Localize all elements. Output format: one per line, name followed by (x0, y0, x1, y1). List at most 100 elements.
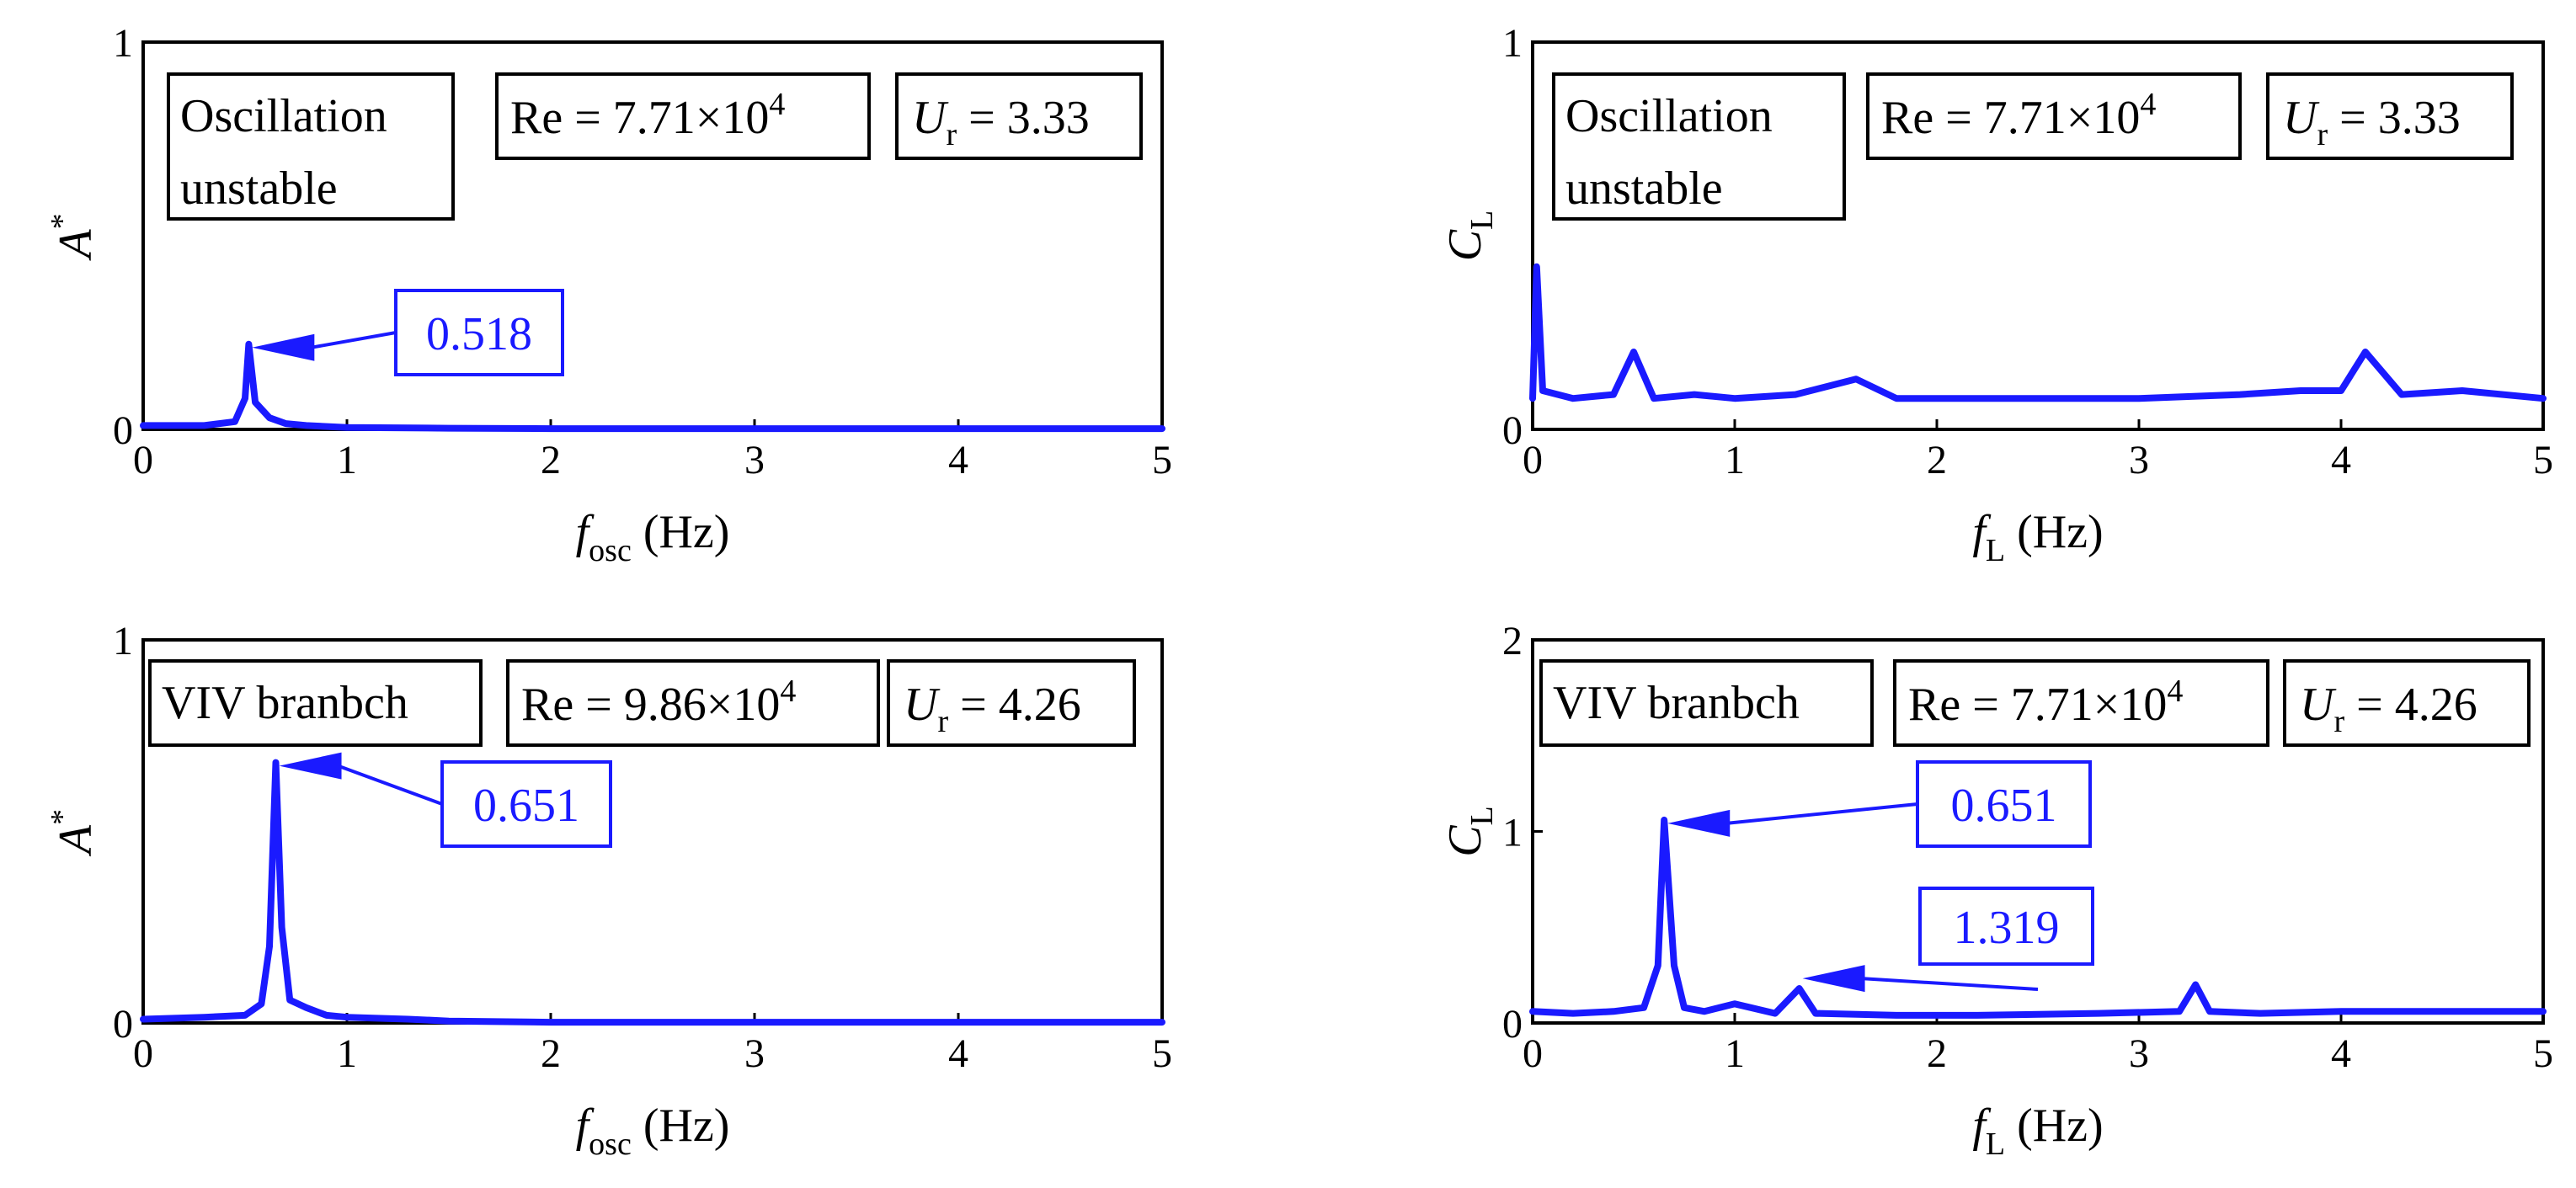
annotation-value: 0.651 (1951, 780, 2057, 832)
x-tick-label: 4 (948, 1031, 968, 1076)
series-line (1529, 263, 2547, 402)
x-tick-label: 5 (2533, 438, 2553, 482)
x-tick-label: 3 (744, 438, 765, 482)
info-box-frame (167, 72, 455, 221)
info-box-text: Oscillation (180, 90, 387, 142)
annotation-arrow-head (1802, 965, 1865, 993)
reynolds-number-text: Re = 7.71×104 (1908, 674, 2183, 731)
y-tick-label: 1 (1502, 811, 1523, 855)
reduced-velocity-text: Ur = 4.26 (2300, 679, 2477, 739)
info-box-frame (1552, 72, 1846, 221)
info-box-re: Re = 9.86×104 (506, 659, 880, 747)
x-tick-label: 0 (133, 1031, 153, 1076)
peak-annotation: 1.319 (1802, 887, 2094, 993)
info-box-ur: Ur = 3.33 (2266, 72, 2514, 160)
x-axis-label: fosc (Hz) (576, 506, 730, 568)
info-box-re: Re = 7.71×104 (495, 72, 871, 160)
y-tick-label: 1 (113, 21, 133, 66)
annotation-arrow-shaft (1726, 802, 1918, 825)
info-box-plain: VIV branbch (1539, 659, 1874, 747)
info-box-frame (2266, 72, 2514, 160)
annotation-arrow-head (252, 333, 315, 361)
reduced-velocity-text: Ur = 3.33 (2283, 92, 2461, 152)
y-tick-label: 0 (1502, 408, 1523, 453)
y-tick-label: 0 (113, 1002, 133, 1047)
plot-frame (1531, 40, 2545, 431)
x-tick-label: 1 (337, 1031, 357, 1076)
x-tick-label: 3 (2129, 438, 2149, 482)
y-axis-label: CL (1439, 210, 1500, 262)
x-tick-label: 3 (2129, 1031, 2149, 1076)
info-box-frame (1539, 659, 1874, 747)
info-box-re: Re = 7.71×104 (1893, 659, 2269, 747)
info-box-ur: Ur = 4.26 (887, 659, 1136, 747)
x-tick-label: 4 (2331, 438, 2351, 482)
info-box-re: Re = 7.71×104 (1866, 72, 2242, 160)
annotation-arrow-head (1667, 809, 1731, 837)
reduced-velocity-text: Ur = 4.26 (904, 679, 1081, 739)
info-box-text: unstable (1565, 162, 1723, 215)
y-axis-label: A* (45, 213, 102, 261)
series-line (140, 759, 1165, 1026)
y-tick-label: 1 (1502, 21, 1523, 66)
chart-panel-1: 0 1 2 3 4 5 0 1 fosc (Hz) A* Oscillation unstable Re… (45, 21, 1172, 568)
annotation-box (1916, 760, 2092, 848)
reduced-velocity-text: Ur = 3.33 (912, 92, 1090, 152)
x-axis-label: fL (Hz) (1972, 1100, 2103, 1162)
info-box-text: VIV branbch (1553, 677, 1800, 729)
annotation-arrow-head (279, 752, 342, 780)
x-axis-label: fosc (Hz) (576, 1100, 730, 1162)
info-box-frame (495, 72, 871, 160)
reynolds-number-text: Re = 9.86×104 (521, 674, 796, 731)
x-tick-label: 3 (744, 1031, 765, 1076)
annotation-box (1918, 887, 2094, 966)
x-tick-label: 4 (948, 438, 968, 482)
y-tick-label: 0 (113, 408, 133, 453)
x-tick-label: 2 (1927, 438, 1947, 482)
annotation-box (440, 760, 612, 848)
info-box-frame (148, 659, 483, 747)
info-box-plain: VIV branbch (148, 659, 483, 747)
info-box-frame (1866, 72, 2242, 160)
x-tick-label: 2 (541, 1031, 561, 1076)
annotation-value: 1.319 (1954, 902, 2060, 954)
info-box-frame (1893, 659, 2269, 747)
x-tick-label: 1 (1725, 1031, 1745, 1076)
info-box-frame (2283, 659, 2531, 747)
y-axis-label: A* (45, 809, 102, 857)
annotation-value: 0.518 (426, 308, 532, 360)
info-box-frame (506, 659, 880, 747)
y-tick-label: 0 (1502, 1002, 1523, 1047)
x-tick-label: 0 (133, 438, 153, 482)
info-box-text: Oscillation (1565, 90, 1773, 142)
peak-annotation: 0.651 (1667, 760, 2092, 848)
info-box-text: unstable (180, 162, 338, 215)
info-box-frame (887, 659, 1136, 747)
x-tick-label: 0 (1523, 1031, 1543, 1076)
x-tick-label: 1 (337, 438, 357, 482)
peak-annotation: 0.651 (279, 752, 612, 848)
info-box-plain: Oscillation unstable (167, 72, 455, 221)
x-tick-label: 2 (541, 438, 561, 482)
x-tick-label: 2 (1927, 1031, 1947, 1076)
annotation-arrow-shaft (337, 764, 443, 806)
peak-annotation: 0.518 (252, 289, 564, 376)
chart-panel-3: 0 1 2 3 4 5 0 1 fosc (Hz) A* VIV branbch Re = 9.86×… (45, 619, 1172, 1162)
annotation-value: 0.651 (473, 780, 579, 832)
chart-panel-4: 0 1 2 3 4 5 0 1 2 fL (Hz) CL VIV branbch Re = 7.71×1… (1439, 619, 2553, 1162)
reynolds-number-text: Re = 7.71×104 (510, 87, 785, 144)
info-box-text: VIV branbch (162, 677, 408, 729)
chart-panel-2: 0 1 2 3 4 5 0 1 fL (Hz) CL Oscillation unstable Re =… (1439, 21, 2553, 568)
y-axis-label: CL (1439, 806, 1500, 857)
reynolds-number-text: Re = 7.71×104 (1881, 87, 2156, 144)
info-box-frame (895, 72, 1143, 160)
info-box-ur: Ur = 4.26 (2283, 659, 2531, 747)
series-line (140, 340, 1165, 433)
x-tick-label: 5 (1152, 1031, 1172, 1076)
info-box-plain: Oscillation unstable (1552, 72, 1846, 221)
x-tick-label: 5 (1152, 438, 1172, 482)
annotation-arrow-shaft (311, 331, 397, 349)
x-tick-label: 0 (1523, 438, 1543, 482)
x-axis-label: fL (Hz) (1972, 506, 2103, 568)
